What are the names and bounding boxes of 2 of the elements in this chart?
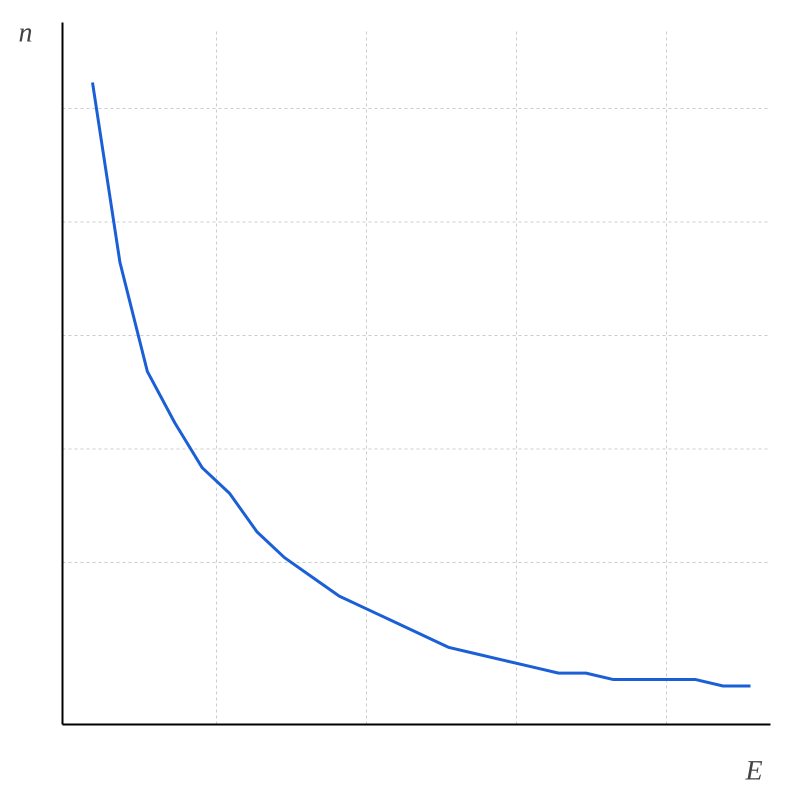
x-axis-title: E xyxy=(744,756,763,786)
y-axis-title: n xyxy=(18,18,32,48)
